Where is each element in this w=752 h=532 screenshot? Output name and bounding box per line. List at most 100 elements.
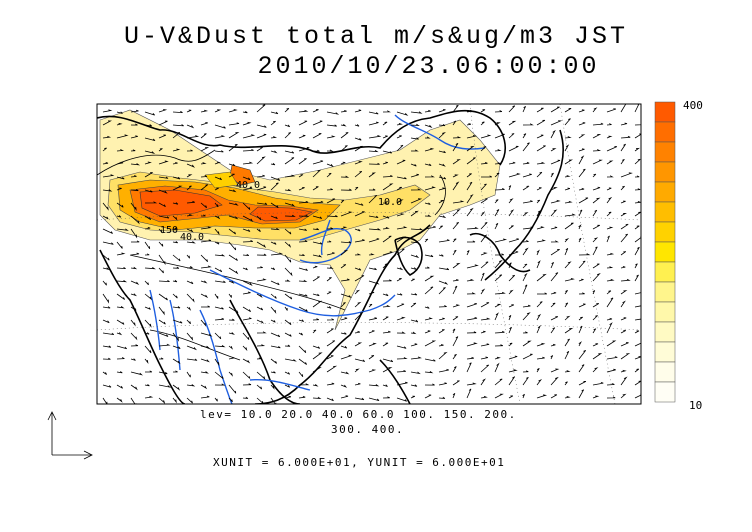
wind-arrow	[200, 109, 209, 113]
wind-arrow	[130, 266, 138, 270]
wind-arrow	[340, 345, 348, 349]
wind-arrow	[312, 276, 320, 282]
wind-arrow	[242, 383, 252, 386]
wind-arrow	[256, 124, 267, 128]
wind-arrow	[326, 135, 336, 139]
wind-arrow	[410, 343, 418, 347]
wind-arrow	[340, 199, 345, 204]
wind-arrow	[592, 122, 604, 126]
wind-arrow	[214, 306, 224, 310]
wind-arrow	[494, 291, 506, 295]
wind-arrow	[228, 384, 237, 394]
wind-arrow	[620, 369, 627, 373]
wind-arrow	[214, 150, 224, 153]
wind-arrow	[424, 175, 435, 178]
wind-arrow	[340, 188, 352, 191]
wind-arrow	[116, 215, 122, 218]
colorbar-step	[654, 221, 676, 243]
wind-arrow	[508, 161, 516, 165]
wind-arrow	[242, 291, 251, 295]
wind-arrow	[354, 228, 361, 232]
wind-arrow	[102, 162, 109, 165]
wind-arrow	[186, 185, 192, 191]
wind-arrow	[424, 186, 436, 191]
wind-arrow	[396, 278, 402, 282]
wind-arrow	[424, 254, 434, 258]
wind-arrow	[214, 254, 226, 257]
wind-arrow	[382, 384, 388, 387]
wind-arrow	[481, 175, 492, 178]
wind-arrow	[606, 278, 615, 282]
wind-arrow	[116, 319, 125, 325]
wind-arrow	[186, 109, 192, 113]
wind-arrow	[144, 332, 150, 335]
wind-arrow	[522, 142, 530, 152]
wind-arrow	[326, 124, 337, 127]
wind-arrow	[228, 318, 235, 321]
wind-arrow	[228, 122, 240, 126]
wind-arrow	[242, 306, 251, 313]
wind-arrow	[382, 396, 390, 399]
wind-arrow	[200, 332, 213, 337]
wind-arrow	[634, 225, 640, 230]
wind-arrow	[158, 332, 169, 337]
wind-arrow	[634, 318, 641, 321]
wind-arrow	[228, 306, 239, 314]
wind-arrow	[158, 384, 172, 388]
wind-arrow	[172, 306, 181, 309]
wind-arrow	[480, 317, 491, 321]
wind-arrow	[340, 293, 352, 299]
wind-arrow	[634, 368, 640, 373]
wind-arrow	[340, 371, 350, 375]
wind-arrow	[550, 240, 559, 243]
wind-arrow	[606, 196, 613, 204]
wind-arrow	[144, 215, 152, 221]
wind-arrow	[578, 197, 589, 204]
wind-arrow	[620, 122, 628, 126]
wind-arrow	[480, 162, 488, 165]
wind-arrow	[172, 319, 183, 324]
wind-arrow	[186, 345, 197, 351]
wind-arrow	[550, 316, 559, 321]
wind-arrow	[200, 265, 212, 269]
wind-arrow	[102, 109, 113, 113]
wind-arrow	[102, 371, 107, 375]
wind-arrow	[578, 350, 587, 360]
wind-arrow	[536, 161, 546, 165]
wind-arrow	[578, 237, 582, 243]
wind-arrow	[270, 252, 284, 256]
wind-arrow	[550, 291, 557, 295]
wind-arrow	[382, 183, 394, 191]
wind-arrow	[354, 239, 365, 243]
wind-arrow	[214, 397, 218, 402]
wind-arrow	[466, 207, 474, 217]
wind-arrow	[214, 241, 220, 245]
wind-arrow	[368, 121, 379, 126]
wind-arrow	[466, 264, 479, 269]
wind-arrow	[201, 214, 206, 217]
wind-arrow	[494, 378, 503, 386]
wind-arrow	[606, 266, 614, 269]
wind-arrow	[424, 124, 433, 128]
wind-arrow	[536, 119, 546, 126]
wind-arrow	[228, 215, 239, 220]
wind-arrow	[312, 149, 320, 152]
wind-arrow	[214, 109, 222, 113]
wind-arrow	[144, 189, 153, 193]
wind-arrow	[102, 267, 110, 271]
wind-arrow	[396, 293, 403, 296]
wind-arrow	[536, 134, 544, 139]
wind-arrow	[284, 384, 291, 388]
wind-arrow	[466, 388, 472, 399]
wind-arrow	[312, 265, 318, 269]
wind-arrow	[158, 306, 165, 316]
wind-arrow	[312, 384, 319, 387]
wind-arrow	[256, 241, 267, 249]
wind-arrow	[522, 185, 530, 191]
wind-arrow	[354, 186, 359, 191]
wind-arrow	[592, 263, 600, 269]
wind-arrow	[508, 326, 512, 334]
wind-arrow	[298, 267, 308, 271]
wind-arrow	[480, 121, 485, 126]
wind-arrow	[606, 123, 612, 126]
